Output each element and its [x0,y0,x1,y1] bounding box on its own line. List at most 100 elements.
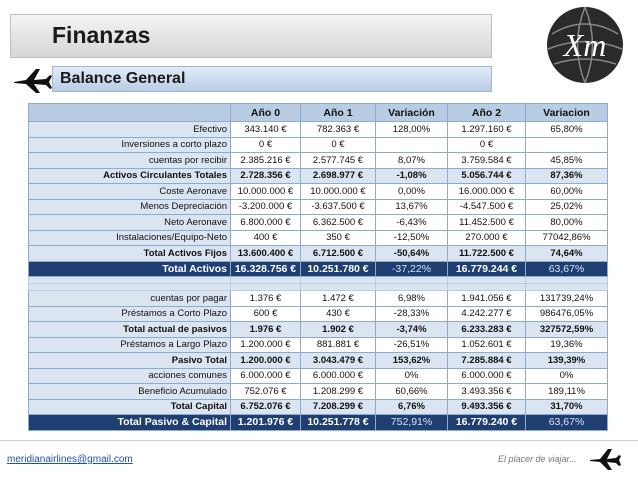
table-cell: 3.493.356 € [447,383,526,400]
table-cell: -3,74% [375,321,448,338]
table-cell: 6.752.076 € [230,398,301,415]
table-cell: 7.285.884 € [447,352,526,369]
table-cell: 63,67% [525,414,608,431]
row-label: Efectivo [28,121,231,138]
table-cell: 7.208.299 € [300,398,376,415]
table-cell: 6.800.000 € [230,214,301,231]
table-cell: 60,00% [525,183,608,200]
table-row: Pasivo Total 1.200.000 €3.043.479 €153,62… [28,352,608,369]
table-cell: 6.233.283 € [447,321,526,338]
row-label: Total Capital [28,398,231,415]
table-row: Total actual de pasivos 1.976 €1.902 € -3,… [28,321,608,338]
spacer-cell [447,283,526,291]
table-cell: 10.000.000 € [300,183,376,200]
table-cell: 350 € [300,229,376,246]
table-cell: 131739,24% [525,290,608,307]
row-label: Menos Depreciación [28,198,231,215]
table-cell: 0% [525,367,608,384]
table-row: Beneficio Acumulado 752.076 €1.208.299 €6… [28,383,608,400]
table-cell: 752,91% [375,414,448,431]
table-cell: 189,11% [525,383,608,400]
spacer-cell [525,276,608,284]
table-row: Total Pasivo & Capital 1.201.976 €10.251.… [28,414,608,431]
table-cell: 1.297.160 € [447,121,526,138]
table-cell: -50,64% [375,245,448,262]
table-cell: -37,22% [375,260,448,277]
table-row: cuentas por pagar 1.376 €1.472 €6,98% 1.94… [28,290,608,307]
email-link[interactable]: meridianairlines@gmail.com [7,454,133,465]
header-cell [28,103,231,122]
table-cell: 752.076 € [230,383,301,400]
table-cell: 6.362.500 € [300,214,376,231]
spacer-cell [28,283,231,291]
table-cell: 1.472 € [300,290,376,307]
table-cell: 4.242.277 € [447,305,526,322]
table-cell: 1.941.056 € [447,290,526,307]
table-row: acciones comunes 6.000.000 €6.000.000 €0%… [28,367,608,384]
table-cell: 430 € [300,305,376,322]
plane-icon [14,69,52,93]
table-cell: -4.547.500 € [447,198,526,215]
table-cell: 9.493.356 € [447,398,526,415]
table-cell: 10.251.780 € [300,260,376,277]
table-cell: 128,00% [375,121,448,138]
table-cell: 31,70% [525,398,608,415]
table-cell: -3.637.500 € [300,198,376,215]
header-cell: Año 0 [230,103,301,122]
table-cell: 1.052.601 € [447,336,526,353]
plane-icon [590,449,621,470]
spacer-cell [447,276,526,284]
table-cell: 0 € [300,136,376,153]
table-row: cuentas por recibir 2.385.216 €2.577.745 … [28,152,608,169]
table-cell: 2.698.977 € [300,167,376,184]
row-label: Instalaciones/Equipo-Neto [28,229,231,246]
table-cell: -6,43% [375,214,448,231]
slogan: El placer de viajar... [498,454,577,464]
table-cell: 3.043.479 € [300,352,376,369]
table-cell: 8,07% [375,152,448,169]
spacer-cell [300,283,376,291]
row-label: Activos Circulantes Totales [28,167,231,184]
row-label: Préstamos a Corto Plazo [28,305,231,322]
table-cell: 0 € [230,136,301,153]
table-cell: 10.251.778 € [300,414,376,431]
table-cell: 65,80% [525,121,608,138]
row-label: Pasivo Total [28,352,231,369]
table-row: Total Capital 6.752.076 €7.208.299 €6,76%… [28,398,608,415]
table-cell: 6,76% [375,398,448,415]
table-cell: 400 € [230,229,301,246]
table-row: Neto Aeronave 6.800.000 €6.362.500 € -6,43… [28,214,608,231]
table-cell: -3.200.000 € [230,198,301,215]
table-cell: 11.452.500 € [447,214,526,231]
row-label: Préstamos a Largo Plazo [28,336,231,353]
table-cell [375,136,448,153]
table-cell: 25,02% [525,198,608,215]
table-cell: 600 € [230,305,301,322]
slide-subtitle: Balance General [60,70,186,87]
table-row: Coste Aeronave 10.000.000 €10.000.000 €0,… [28,183,608,200]
table-cell: -12,50% [375,229,448,246]
table-cell: -1,08% [375,167,448,184]
header-cell: Variacion [525,103,608,122]
table-cell: 782.363 € [300,121,376,138]
table-cell: 6.000.000 € [230,367,301,384]
header-cell: Año 2 [447,103,526,122]
table-cell: 1.200.000 € [230,352,301,369]
table-cell: 0% [375,367,448,384]
row-label: Beneficio Acumulado [28,383,231,400]
spacer-cell [375,276,448,284]
spacer-cell [230,276,301,284]
table-cell: 343.140 € [230,121,301,138]
table-cell: 1.201.976 € [230,414,301,431]
table-cell: 10.000.000 € [230,183,301,200]
table-row: Activos Circulantes Totales 2.728.356 €2.… [28,167,608,184]
table-cell: 2.385.216 € [230,152,301,169]
table-cell: 139,39% [525,352,608,369]
row-label: Total Pasivo & Capital [28,414,231,431]
row-label: Neto Aeronave [28,214,231,231]
table-cell: -28,33% [375,305,448,322]
row-label: acciones comunes [28,367,231,384]
table-cell: 74,64% [525,245,608,262]
spacer-row [28,276,608,284]
